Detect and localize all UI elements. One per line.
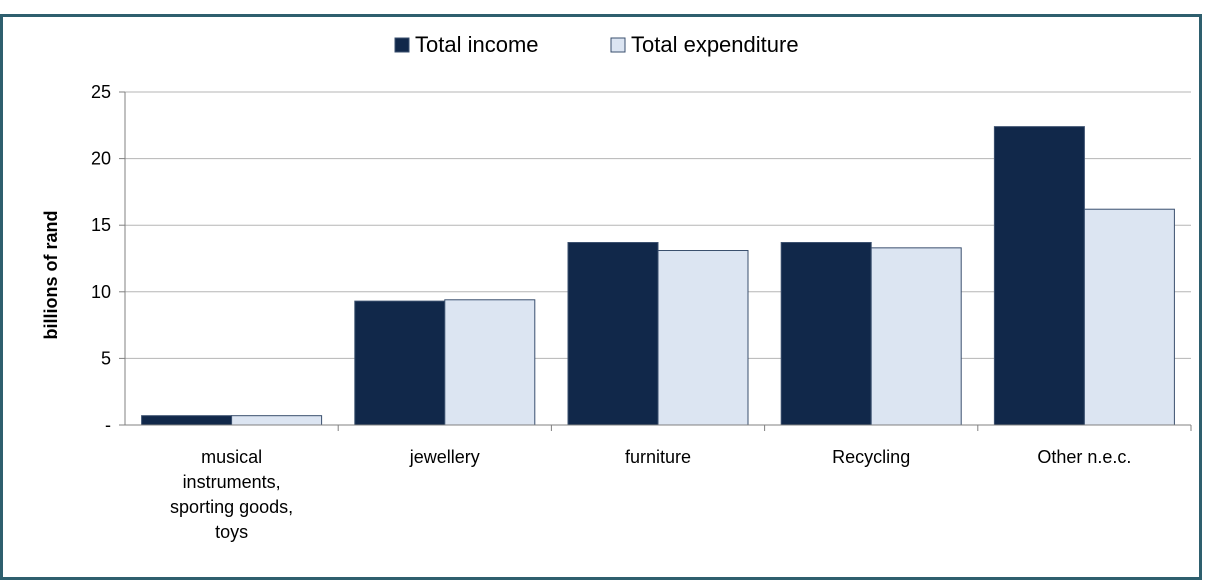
bar	[657, 250, 749, 426]
x-tick-label: furniture	[625, 447, 691, 467]
bar	[354, 300, 446, 426]
axes: - 5 10 15 20 25 musical instruments, sporting go…	[91, 82, 1192, 542]
y-axis-label: billions of rand	[41, 211, 61, 340]
x-tick-label: Recycling	[832, 447, 910, 467]
bar	[1083, 208, 1175, 426]
bar	[993, 126, 1085, 426]
x-tick-label: jewellery	[409, 447, 480, 467]
bar	[780, 242, 872, 426]
y-tick-label: 20	[91, 149, 111, 169]
bar	[567, 242, 659, 426]
bar	[231, 415, 323, 426]
y-tick-label: 25	[91, 82, 111, 102]
x-tick-label: toys	[215, 522, 248, 542]
legend-label: Total expenditure	[631, 32, 799, 57]
legend-swatch	[394, 37, 410, 53]
bars	[141, 126, 1175, 426]
legend-label: Total income	[415, 32, 539, 57]
legend: Total income Total expenditure	[394, 32, 799, 57]
x-tick-label: Other n.e.c.	[1037, 447, 1131, 467]
x-tick-label: instruments,	[183, 472, 281, 492]
y-tick-label: 10	[91, 282, 111, 302]
y-tick-label: -	[105, 415, 111, 435]
x-tick-label: musical	[201, 447, 262, 467]
bar-chart: - 5 10 15 20 25 musical instruments, sporting go…	[41, 32, 1192, 542]
legend-swatch	[610, 37, 626, 53]
chart-frame: - 5 10 15 20 25 musical instruments, sporting go…	[0, 14, 1202, 580]
bar	[141, 415, 233, 426]
x-tick-label: sporting goods,	[170, 497, 293, 517]
y-tick-label: 15	[91, 215, 111, 235]
bar	[870, 247, 962, 426]
bar	[444, 299, 536, 426]
y-tick-label: 5	[101, 348, 111, 368]
